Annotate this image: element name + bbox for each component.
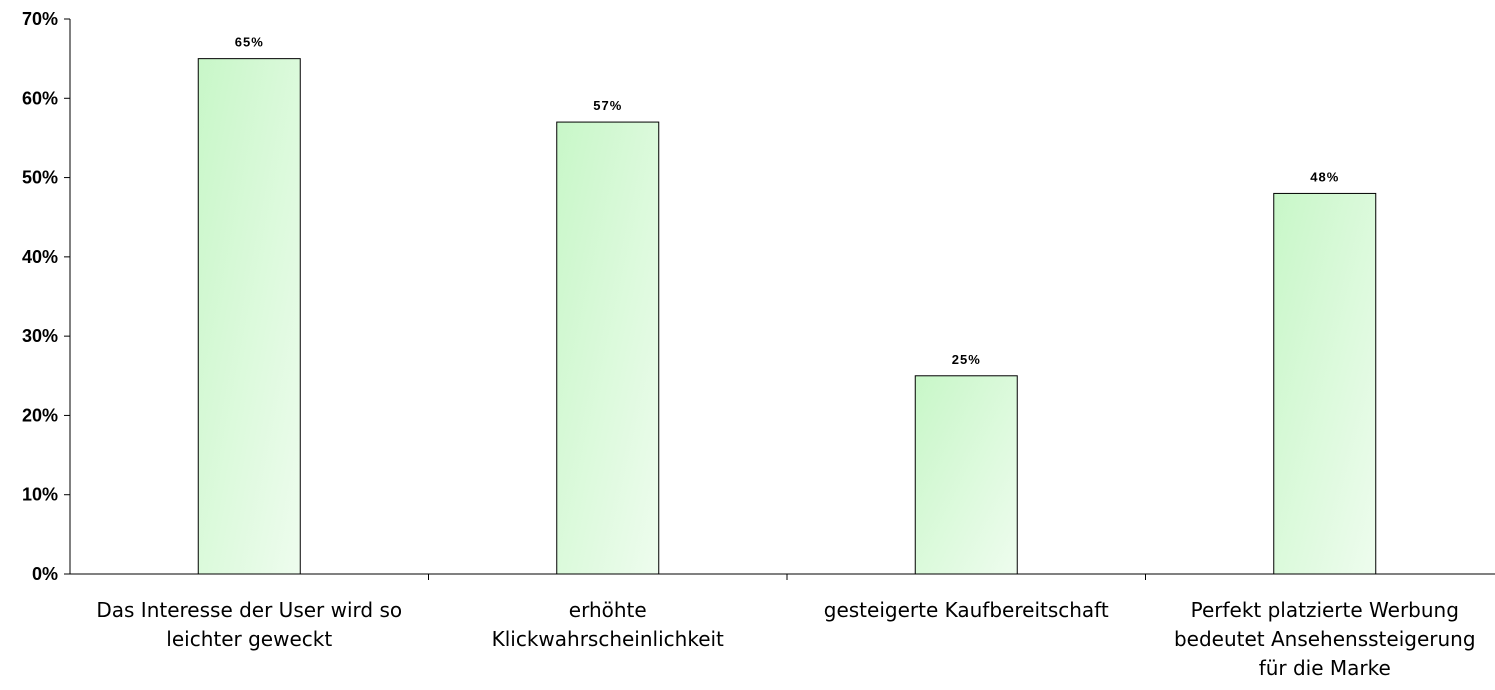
bar: [197, 58, 301, 575]
y-tick-label: 0%: [32, 564, 58, 584]
y-tick-label: 50%: [22, 168, 58, 188]
y-tick-label: 20%: [22, 405, 58, 425]
bars-group: [197, 58, 1377, 575]
labels-group: 0% 10% 20% 30% 40% 50% 60% 70% 65% Das Interesse …: [22, 9, 1476, 680]
bar: [914, 375, 1018, 575]
bar: [556, 121, 660, 575]
y-tick-label: 40%: [22, 247, 58, 267]
category-label: leichter geweckt: [166, 627, 332, 651]
category-label: Perfekt platzierte Werbung: [1191, 598, 1459, 622]
y-tick-label: 70%: [22, 9, 58, 29]
data-label: 65%: [235, 35, 264, 50]
axes: [64, 18, 1495, 580]
category-label: bedeutet Ansehenssteigerung: [1174, 627, 1476, 651]
y-tick-label: 30%: [22, 326, 58, 346]
category-label: für die Marke: [1259, 656, 1391, 680]
data-label: 57%: [593, 98, 622, 113]
data-label: 48%: [1310, 169, 1339, 184]
y-tick-label: 60%: [22, 88, 58, 108]
category-label: Das Interesse der User wird so: [96, 598, 402, 622]
category-label: Klickwahrscheinlichkeit: [492, 627, 724, 651]
data-label: 25%: [952, 352, 981, 367]
bar: [1273, 192, 1377, 575]
category-label: gesteigerte Kaufbereitschaft: [824, 598, 1109, 622]
y-tick-label: 10%: [22, 485, 58, 505]
category-label: erhöhte: [569, 598, 647, 622]
